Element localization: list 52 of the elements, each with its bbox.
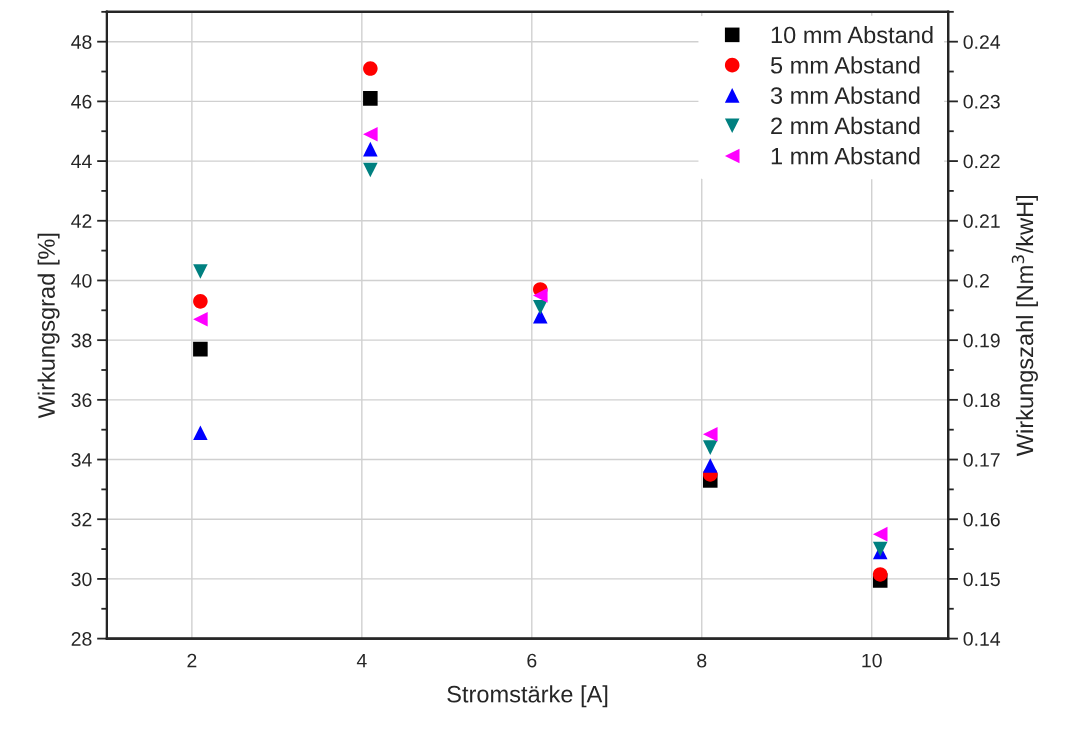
point	[702, 458, 718, 473]
x-tick-label: 10	[862, 653, 882, 668]
y-tick-label: 42	[71, 214, 92, 228]
y2-tick-label: 0.15	[963, 572, 1000, 587]
y-tick-label: 34	[71, 453, 92, 467]
point	[872, 526, 888, 542]
point	[872, 567, 888, 582]
point	[193, 341, 208, 357]
point	[702, 440, 718, 455]
y2-tick-label: 0.23	[963, 94, 1000, 109]
point	[363, 126, 378, 142]
y2-tick-label: 0.17	[963, 453, 1000, 467]
y2-axis-title: Wirkungszahl [Nm$^{3}$/kwH]	[1011, 195, 1038, 457]
legend-label: 1 mm Abstand	[771, 147, 920, 165]
y2-tick-label: 0.18	[963, 393, 1000, 408]
point	[363, 61, 378, 76]
legend-label: 3 mm Abstand	[770, 86, 920, 104]
legend-label: 5 mm Abstand	[770, 56, 920, 74]
y-tick-label: 28	[71, 632, 92, 646]
point	[702, 426, 718, 442]
y2-tick-label: 0.24	[963, 35, 1001, 49]
point	[363, 91, 378, 106]
y-tick-label: 30	[71, 572, 92, 587]
point	[193, 425, 208, 440]
point	[363, 162, 378, 178]
y2-tick-label: 0.14	[963, 632, 1001, 646]
y-tick-label: 38	[71, 333, 92, 348]
y2-tick-label: 0.21	[963, 214, 1000, 228]
y2-tick-label: 0.16	[963, 512, 1000, 527]
x-tick-label: 4	[356, 653, 367, 668]
y2-tick-label: 0.22	[963, 154, 1000, 169]
point	[533, 288, 548, 303]
y2-tick-label: 0.2	[963, 273, 989, 288]
y-tick-label: 32	[71, 512, 92, 527]
y-tick-label: 40	[71, 273, 92, 288]
y2-tick-label: 0.19	[963, 333, 1000, 348]
point	[363, 141, 378, 157]
y-tick-label: 44	[71, 154, 92, 169]
x-tick-label: 8	[697, 653, 707, 668]
point	[193, 264, 208, 279]
point	[533, 300, 548, 315]
y-axis-title: Wirkungsgrad [%]	[37, 233, 60, 419]
x-axis-title: Stromstärke [A]	[447, 685, 608, 708]
legend-label: 2 mm Abstand	[771, 116, 920, 135]
x-tick-label: 2	[187, 653, 197, 668]
y-tick-label: 36	[71, 393, 92, 408]
point	[193, 311, 208, 327]
y-tick-label: 48	[71, 35, 92, 49]
y-tick-label: 46	[71, 94, 92, 109]
x-tick-label: 6	[527, 653, 537, 668]
point	[193, 294, 208, 309]
legend-label: 10 mm Abstand	[771, 26, 933, 44]
